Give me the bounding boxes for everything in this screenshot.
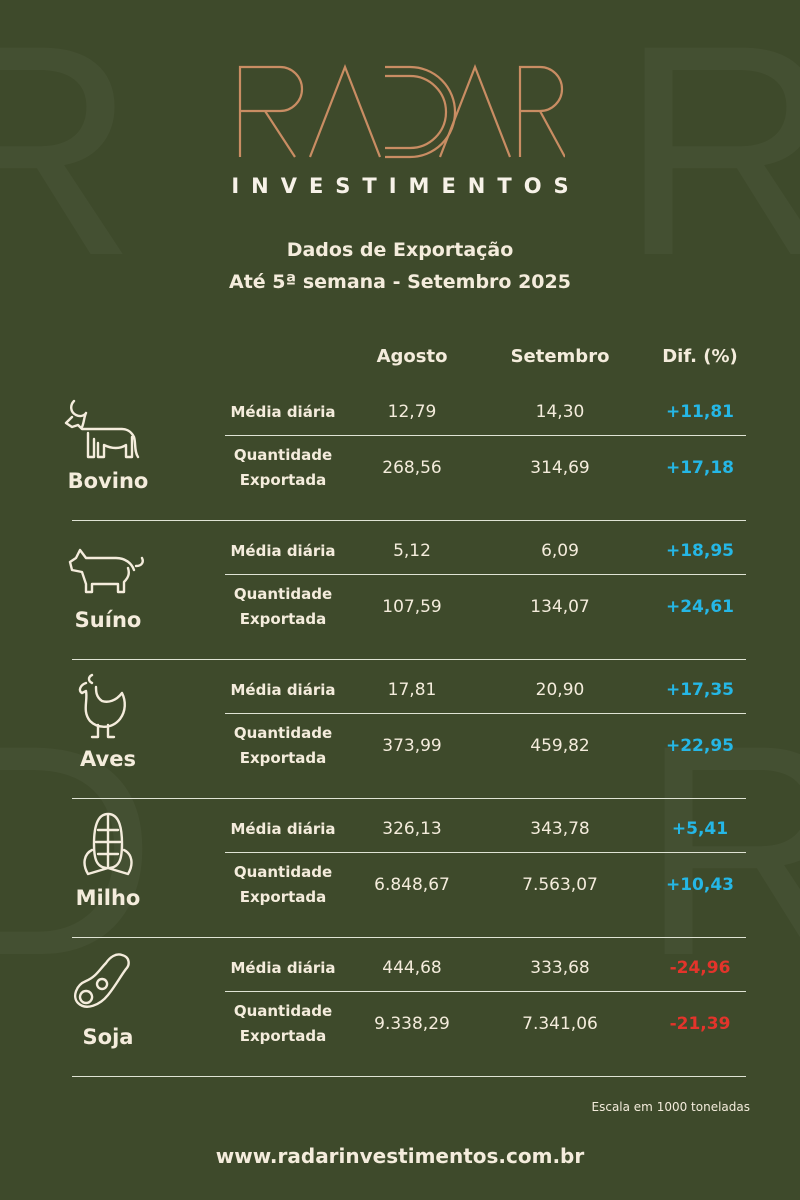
qty-agosto: 107,59: [382, 597, 442, 617]
qty-agosto: 6.848,67: [374, 875, 450, 895]
daily-diff: +5,41: [671, 819, 729, 839]
label-quantidade-exportada: Quantidade Exportada: [210, 860, 356, 910]
daily-setembro: 20,90: [535, 680, 585, 700]
section-divider: [72, 937, 746, 938]
qty-agosto: 373,99: [382, 736, 442, 756]
row-divider: [225, 852, 746, 853]
scale-note: Escala em 1000 toneladas: [591, 1100, 750, 1114]
qty-setembro: 7.341,06: [522, 1014, 598, 1034]
label-line: Quantidade: [233, 724, 333, 742]
daily-setembro: 14,30: [535, 402, 585, 422]
label-line: Quantidade: [233, 1002, 333, 1020]
label-quantidade-exportada: Quantidade Exportada: [210, 999, 356, 1049]
title-line-2: Até 5ª semana - Setembro 2025: [229, 271, 571, 293]
label-media-diaria: Média diária: [230, 681, 336, 699]
daily-agosto: 5,12: [393, 541, 431, 561]
daily-setembro: 343,78: [530, 819, 590, 839]
qty-agosto: 268,56: [382, 458, 442, 478]
daily-diff: -24,96: [669, 958, 731, 978]
label-line: Quantidade: [233, 446, 333, 464]
qty-setembro: 134,07: [530, 597, 590, 617]
qty-setembro: 459,82: [530, 736, 590, 756]
qty-diff: +10,43: [665, 875, 735, 895]
section-name: Milho: [75, 886, 141, 910]
column-header-setembro: Setembro: [510, 346, 610, 367]
qty-diff: +24,61: [665, 597, 735, 617]
label-quantidade-exportada: Quantidade Exportada: [210, 721, 356, 771]
daily-diff: +18,95: [665, 541, 735, 561]
qty-diff: +22,95: [665, 736, 735, 756]
daily-diff: +11,81: [665, 402, 735, 422]
label-line: Exportada: [239, 610, 327, 628]
daily-setembro: 333,68: [530, 958, 590, 978]
label-quantidade-exportada: Quantidade Exportada: [210, 582, 356, 632]
daily-agosto: 444,68: [382, 958, 442, 978]
section-name: Bovino: [67, 469, 149, 493]
label-line: Quantidade: [233, 585, 333, 603]
soybean-icon: [74, 953, 130, 1008]
title-line-1: Dados de Exportação: [286, 239, 514, 261]
daily-setembro: 6,09: [541, 541, 579, 561]
column-header-dif: Dif. (%): [662, 346, 738, 367]
section-suíno: Suíno Média diária Quantidade Exportada 5…: [0, 520, 800, 660]
section-milho: Milho Média diária Quantidade Exportada 3…: [0, 798, 800, 938]
daily-agosto: 17,81: [387, 680, 437, 700]
column-header-agosto: Agosto: [376, 346, 448, 367]
qty-setembro: 314,69: [530, 458, 590, 478]
section-aves: Aves Média diária Quantidade Exportada 17…: [0, 659, 800, 799]
qty-agosto: 9.338,29: [374, 1014, 450, 1034]
qty-diff: -21,39: [669, 1014, 731, 1034]
row-divider: [225, 574, 746, 575]
label-line: Exportada: [239, 471, 327, 489]
label-line: Exportada: [239, 1027, 327, 1045]
section-name: Soja: [82, 1025, 134, 1049]
section-divider: [72, 520, 746, 521]
label-quantidade-exportada: Quantidade Exportada: [210, 443, 356, 493]
section-divider: [72, 659, 746, 660]
label-media-diaria: Média diária: [230, 820, 336, 838]
label-media-diaria: Média diária: [230, 959, 336, 977]
chicken-icon: [78, 673, 126, 739]
daily-agosto: 326,13: [382, 819, 442, 839]
corn-icon: [83, 812, 133, 876]
section-name: Aves: [80, 747, 136, 771]
row-divider: [225, 991, 746, 992]
radar-logo: [0, 62, 800, 162]
label-line: Exportada: [239, 749, 327, 767]
label-media-diaria: Média diária: [230, 403, 336, 421]
section-soja: Soja Média diária Quantidade Exportada 44…: [0, 937, 800, 1077]
section-divider: [72, 798, 746, 799]
label-line: Exportada: [239, 888, 327, 906]
section-divider: [72, 1076, 746, 1077]
page-title: Dados de Exportação Até 5ª semana - Sete…: [0, 234, 800, 298]
section-bovino: Bovino Média diária Quantidade Exportada …: [0, 381, 800, 521]
qty-setembro: 7.563,07: [522, 875, 598, 895]
label-line: Quantidade: [233, 863, 333, 881]
brand-subtitle: INVESTIMENTOS: [231, 174, 581, 198]
cow-icon: [64, 399, 140, 459]
row-divider: [225, 713, 746, 714]
pig-icon: [68, 548, 144, 594]
label-media-diaria: Média diária: [230, 542, 336, 560]
row-divider: [225, 435, 746, 436]
daily-agosto: 12,79: [387, 402, 437, 422]
qty-diff: +17,18: [665, 458, 735, 478]
daily-diff: +17,35: [665, 680, 735, 700]
website-link[interactable]: www.radarinvestimentos.com.br: [215, 1144, 585, 1168]
section-name: Suíno: [74, 608, 142, 632]
